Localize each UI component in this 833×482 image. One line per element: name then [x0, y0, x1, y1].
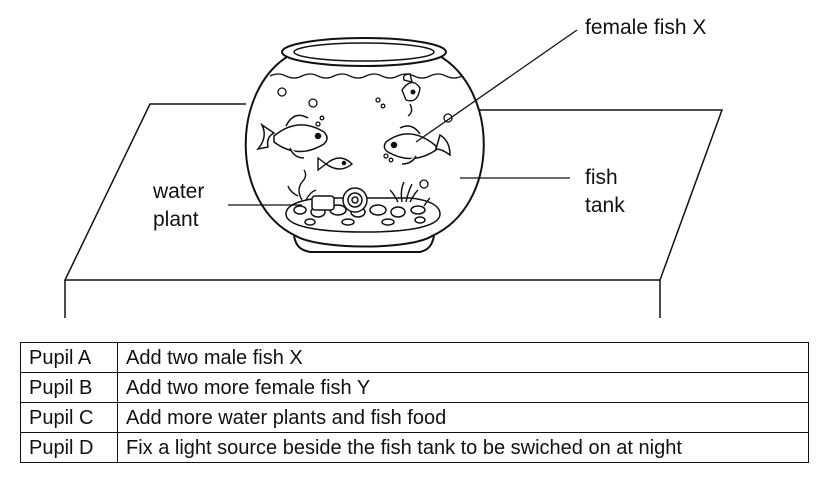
fish-small-centre	[317, 156, 354, 172]
label-water: water	[152, 180, 204, 203]
pupil-name: Pupil C	[20, 402, 118, 433]
fish-tank-diagram: female fish X water plant fish tank	[63, 16, 724, 318]
pupil-suggestions-table: Pupil A Add two male fish X Pupil B Add …	[20, 342, 809, 463]
female-fish-x	[383, 125, 451, 165]
pupil-suggestion: Add more water plants and fish food	[117, 402, 809, 433]
pupil-name: Pupil D	[20, 432, 118, 463]
label-tank: tank	[585, 194, 625, 217]
gravel-bed	[285, 195, 441, 233]
pupil-name: Pupil A	[20, 342, 118, 373]
snail-shell	[342, 187, 368, 213]
fish-small-top	[401, 73, 421, 117]
pupil-name: Pupil B	[20, 372, 118, 403]
pointer-female-fish	[415, 29, 578, 143]
label-fish: fish	[585, 166, 618, 189]
fish-bowl	[244, 37, 485, 253]
water-surface	[269, 73, 463, 79]
table-row: Pupil D Fix a light source beside the fi…	[20, 432, 809, 463]
pupil-suggestion: Add two more female fish Y	[117, 372, 809, 403]
bubbles	[277, 87, 453, 189]
pupil-suggestion: Add two male fish X	[117, 342, 809, 373]
table-row: Pupil C Add more water plants and fish f…	[20, 402, 809, 433]
label-plant: plant	[153, 208, 199, 231]
water-plants	[287, 169, 431, 207]
table-drawing	[63, 103, 724, 318]
table-row: Pupil A Add two male fish X	[20, 342, 809, 373]
label-female-fish-x: female fish X	[585, 16, 706, 39]
fish-large-left	[256, 114, 328, 159]
label-pointers	[228, 29, 578, 206]
pupil-suggestion: Fix a light source beside the fish tank …	[117, 432, 809, 463]
table-row: Pupil B Add two more female fish Y	[20, 372, 809, 403]
